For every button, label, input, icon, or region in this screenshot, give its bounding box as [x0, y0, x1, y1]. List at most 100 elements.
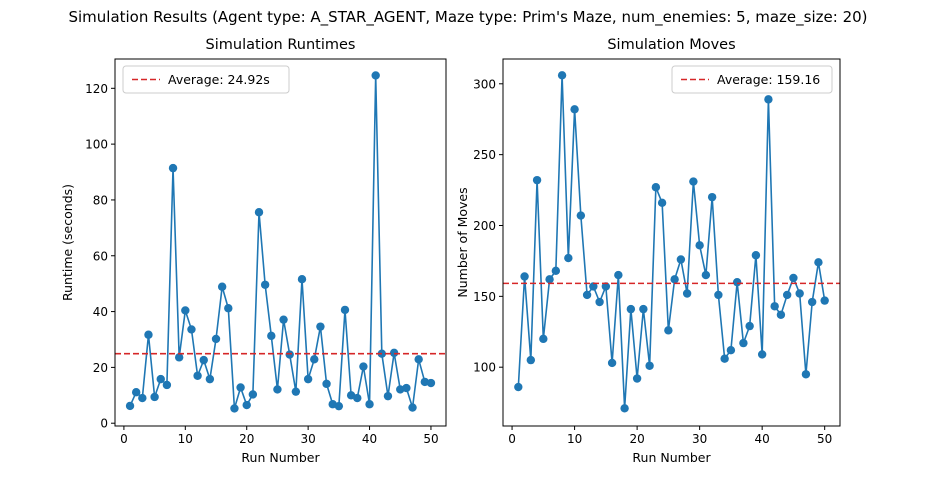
data-point	[607, 358, 617, 368]
data-point	[739, 338, 748, 348]
x-tick-label: 30	[692, 432, 707, 446]
data-point	[582, 290, 592, 300]
data-point	[273, 385, 282, 394]
data-point	[310, 355, 319, 364]
data-point	[764, 95, 773, 104]
data-point	[639, 304, 648, 314]
x-tick-label: 0	[120, 432, 128, 446]
x-tick-label: 20	[239, 432, 254, 446]
data-point	[291, 387, 301, 396]
data-point	[285, 350, 294, 359]
data-point	[322, 379, 331, 389]
moves-panel: Simulation Moves 0 10 20 30 40 50 100 150 200 250 3…	[455, 37, 841, 465]
x-tick-label: 10	[178, 432, 193, 446]
data-point	[570, 105, 579, 114]
x-tick-label: 50	[817, 432, 832, 446]
data-point	[682, 289, 692, 298]
data-point	[353, 393, 362, 403]
data-point	[520, 272, 529, 281]
data-point	[807, 297, 817, 307]
data-point	[125, 401, 135, 411]
y-tick-label: 40	[93, 305, 108, 319]
data-point	[414, 355, 423, 364]
x-tick-label: 30	[300, 432, 315, 446]
data-point	[174, 353, 184, 362]
legend: Average: 159.16	[671, 65, 833, 94]
data-point	[576, 211, 586, 220]
data-point	[334, 401, 344, 411]
data-point	[732, 277, 742, 287]
data-point	[316, 322, 325, 331]
data-point	[726, 345, 736, 355]
data-point	[689, 177, 698, 186]
data-point	[795, 289, 804, 298]
data-point	[789, 273, 798, 283]
data-point	[138, 393, 147, 403]
data-point	[564, 253, 573, 263]
y-tick-label: 60	[93, 249, 108, 263]
data-point	[408, 403, 417, 412]
data-point	[776, 310, 786, 319]
data-point	[181, 306, 190, 315]
data-point	[620, 404, 629, 413]
data-point	[801, 370, 811, 379]
data-point	[131, 388, 141, 397]
data-point	[614, 270, 623, 280]
data-point	[714, 290, 723, 300]
data-point	[279, 315, 288, 324]
data-point	[359, 362, 368, 371]
data-point	[814, 258, 823, 267]
data-point	[595, 297, 604, 307]
x-tick-label: 40	[362, 432, 377, 446]
data-point	[601, 282, 611, 291]
data-point	[526, 355, 536, 365]
data-point	[426, 378, 436, 388]
y-tick-label: 100	[85, 138, 108, 152]
x-tick-label: 20	[629, 432, 644, 446]
data-point	[770, 302, 779, 311]
data-point	[150, 392, 159, 402]
data-point	[626, 304, 636, 314]
data-point	[532, 175, 542, 185]
figure-suptitle: Simulation Results (Agent type: A_STAR_A…	[68, 8, 867, 27]
y-tick-label: 0	[100, 417, 108, 431]
data-point	[254, 208, 264, 217]
data-point	[676, 255, 686, 264]
data-point	[242, 400, 251, 410]
data-point	[205, 374, 215, 384]
legend: Average: 24.92s	[122, 65, 290, 94]
y-tick-label: 120	[85, 82, 108, 96]
legend-label: Average: 24.92s	[168, 72, 270, 87]
data-point	[664, 326, 673, 335]
y-tick-label: 20	[93, 361, 108, 375]
data-point	[248, 390, 258, 399]
data-point	[820, 296, 829, 305]
data-point	[707, 192, 717, 202]
data-point	[632, 374, 642, 383]
data-point	[211, 334, 221, 344]
y-tick-label: 80	[93, 193, 108, 207]
data-point	[371, 71, 380, 80]
legend-box	[671, 65, 833, 94]
plot-frame	[502, 58, 841, 427]
data-point	[162, 380, 172, 390]
data-point	[701, 270, 711, 280]
series-line	[129, 74, 432, 410]
data-point	[782, 290, 792, 300]
x-tick-label: 40	[755, 432, 770, 446]
data-point	[514, 382, 523, 392]
data-point	[224, 304, 233, 313]
x-tick-label: 10	[567, 432, 582, 446]
y-tick-label: 100	[473, 361, 496, 375]
data-point	[187, 325, 196, 334]
data-point	[720, 354, 729, 363]
runtime-panel: Simulation Runtimes 0 10 20 30 40 50 0 20 40 60 80 1…	[60, 37, 447, 465]
data-point	[539, 334, 548, 344]
data-point	[757, 350, 767, 359]
data-point	[193, 371, 202, 380]
data-point	[545, 275, 554, 284]
data-point	[144, 330, 153, 339]
y-axis-label: Number of Moves	[455, 187, 470, 297]
data-point	[645, 361, 654, 370]
